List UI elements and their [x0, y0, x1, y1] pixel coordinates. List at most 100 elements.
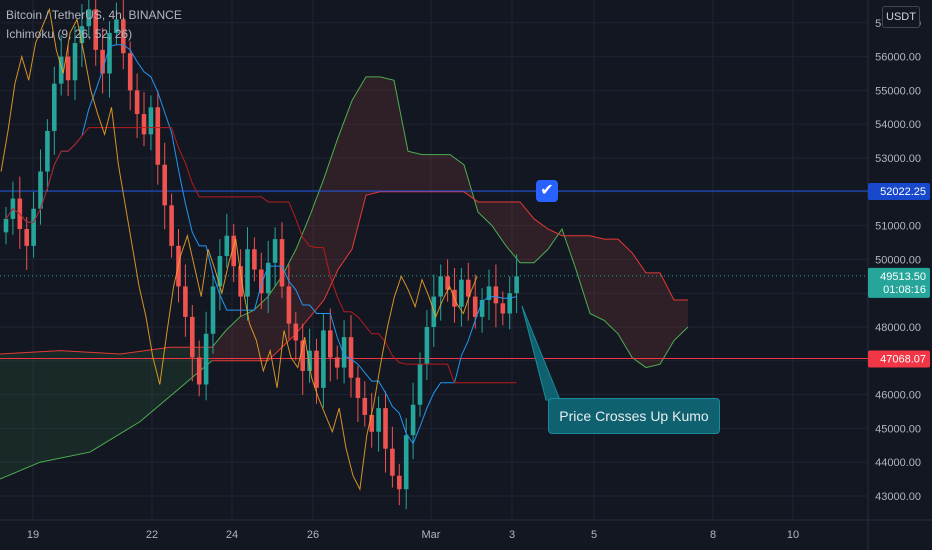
candle	[459, 267, 464, 327]
candle-body	[286, 286, 292, 324]
time-tick-label: 24	[226, 529, 238, 541]
candle-body	[210, 286, 216, 334]
candle-body	[507, 293, 512, 314]
senkou-span-b	[212, 191, 688, 362]
candle	[114, 2, 119, 45]
candle-body	[58, 56, 64, 84]
candle	[417, 352, 423, 417]
candle	[190, 305, 195, 382]
candle	[45, 119, 50, 192]
candle-body	[334, 357, 340, 368]
candle	[466, 262, 471, 321]
candle	[362, 381, 368, 427]
candle	[410, 382, 416, 460]
price-tick-label: 44000.00	[875, 457, 921, 469]
candle-body	[397, 475, 402, 490]
candle-body	[217, 256, 223, 287]
candle	[3, 207, 9, 245]
candle	[72, 26, 78, 101]
blue-line-label: 52022.25	[868, 183, 930, 201]
candle	[438, 264, 443, 321]
candle	[500, 291, 506, 326]
candle	[286, 264, 292, 340]
candle	[31, 191, 36, 258]
candle-body	[355, 377, 361, 398]
price-tick-label: 51000.00	[875, 221, 921, 233]
candle-body	[265, 262, 271, 294]
checkmark-icon: ✔	[536, 180, 558, 202]
candle-body	[183, 286, 188, 317]
candle-body	[86, 9, 92, 27]
candle	[169, 193, 174, 258]
candle	[293, 311, 299, 361]
candle-body	[114, 19, 119, 33]
candle	[86, 0, 92, 39]
candle-body	[100, 49, 105, 74]
candle	[259, 252, 264, 310]
candle-body	[93, 9, 98, 50]
candle	[210, 274, 216, 354]
candle-body	[486, 286, 492, 300]
candle	[134, 73, 140, 139]
currency-button[interactable]: USDT	[882, 6, 920, 28]
candle	[141, 92, 147, 147]
candle-body	[410, 404, 416, 436]
candle	[155, 90, 161, 185]
candle	[100, 27, 105, 94]
candle	[217, 239, 223, 311]
price-tick-label: 54000.00	[875, 119, 921, 131]
candle	[203, 311, 209, 401]
candle-body	[196, 357, 202, 385]
candle-body	[31, 208, 36, 246]
candle-body	[341, 337, 347, 368]
candle	[479, 288, 485, 333]
candle-body	[307, 350, 312, 371]
candle	[162, 142, 167, 230]
candle	[355, 365, 361, 422]
candle	[279, 222, 285, 299]
candle	[390, 426, 395, 488]
candle-body	[141, 114, 147, 135]
chikou-span	[0, 7, 478, 491]
candle-body	[107, 32, 112, 74]
blue-line-label-box	[868, 183, 930, 201]
candle-body	[238, 266, 243, 297]
candle	[348, 315, 354, 398]
candle	[328, 308, 333, 382]
last-price-label-text: 01:08:16	[883, 284, 926, 296]
annotation-callout[interactable]: Price Crosses Up Kumo	[548, 398, 720, 434]
senkou-span-a	[211, 76, 689, 369]
candle-body	[390, 448, 395, 476]
price-tick-label: 45000.00	[875, 423, 921, 435]
candle	[507, 276, 512, 330]
candle-body	[376, 408, 381, 432]
candle-body	[79, 26, 85, 44]
time-tick-label: 10	[787, 529, 799, 541]
time-tick-label: 5	[591, 529, 597, 541]
candle	[514, 254, 519, 314]
candle	[24, 217, 29, 270]
candle	[238, 249, 243, 317]
candle-body	[362, 397, 368, 415]
candle-body	[459, 279, 464, 307]
candle	[307, 328, 312, 383]
candle	[376, 396, 381, 452]
kumo-cloud-left	[0, 347, 212, 480]
candles	[3, 0, 519, 510]
candle-body	[134, 90, 140, 115]
candle-body	[259, 269, 264, 294]
time-tick-label: 8	[710, 529, 716, 541]
candle-body	[314, 350, 319, 388]
candle	[252, 237, 257, 282]
candle-body	[231, 235, 236, 267]
candle-body	[121, 19, 126, 54]
candle	[224, 213, 230, 268]
candle	[245, 227, 250, 321]
candle-body	[245, 249, 250, 297]
candle	[121, 0, 126, 70]
candle-body	[224, 235, 230, 257]
candle-body	[424, 327, 430, 365]
